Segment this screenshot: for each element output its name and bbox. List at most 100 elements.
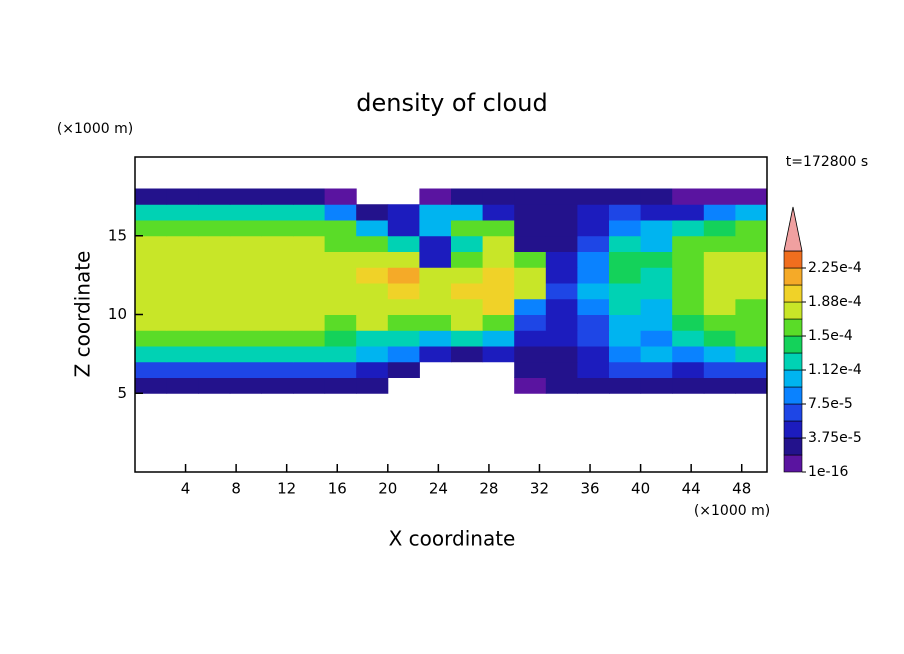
cell <box>577 204 610 221</box>
cell <box>229 235 262 252</box>
cell <box>261 346 294 363</box>
cell <box>198 314 231 331</box>
cell <box>135 188 168 205</box>
y-axis-title: Z coordinate <box>71 251 95 378</box>
cell <box>482 251 515 268</box>
cell <box>356 330 389 347</box>
cell <box>166 220 199 237</box>
colorbar-label: 1.5e-4 <box>808 328 853 344</box>
cell <box>545 220 578 237</box>
cell <box>514 283 547 300</box>
cell <box>672 361 705 378</box>
cell <box>735 220 768 237</box>
cell <box>387 204 420 221</box>
cell <box>482 346 515 363</box>
cell <box>198 361 231 378</box>
cell <box>419 251 452 268</box>
cell <box>735 361 768 378</box>
cell <box>514 188 547 205</box>
cell <box>640 220 673 237</box>
cell <box>324 298 357 315</box>
x-tick-label: 20 <box>378 480 397 498</box>
cell <box>703 330 736 347</box>
cell <box>198 188 231 205</box>
cell <box>261 314 294 331</box>
cell <box>324 204 357 221</box>
cell <box>482 204 515 221</box>
cell <box>324 220 357 237</box>
cell <box>135 204 168 221</box>
cell <box>166 188 199 205</box>
cell <box>640 235 673 252</box>
cell <box>609 267 642 284</box>
cell <box>735 298 768 315</box>
colorbar-band <box>783 369 803 388</box>
cell <box>577 188 610 205</box>
cell <box>198 330 231 347</box>
cell <box>229 361 262 378</box>
cell <box>514 314 547 331</box>
cell <box>293 314 326 331</box>
x-tick-label: 40 <box>631 480 650 498</box>
cell <box>135 377 168 394</box>
x-tick-label: 44 <box>682 480 701 498</box>
x-tick-label: 8 <box>231 480 241 498</box>
cell <box>229 346 262 363</box>
cell <box>261 204 294 221</box>
cell <box>451 346 484 363</box>
cell <box>198 346 231 363</box>
cell <box>514 204 547 221</box>
cell <box>229 220 262 237</box>
cell <box>609 377 642 394</box>
cell <box>324 267 357 284</box>
cell <box>293 346 326 363</box>
cell <box>229 330 262 347</box>
cell <box>356 361 389 378</box>
cell <box>198 377 231 394</box>
chart-title: density of cloud <box>356 89 547 117</box>
colorbar-band <box>783 403 803 422</box>
cell <box>703 346 736 363</box>
cell <box>735 314 768 331</box>
cell <box>166 361 199 378</box>
annotation: t=172800 s <box>786 154 868 170</box>
cell <box>293 377 326 394</box>
cell <box>324 188 357 205</box>
colorbar-band <box>783 437 803 456</box>
cell <box>703 314 736 331</box>
cell <box>514 298 547 315</box>
cell <box>166 377 199 394</box>
cell <box>261 220 294 237</box>
cell <box>387 235 420 252</box>
cell <box>419 235 452 252</box>
cell <box>451 267 484 284</box>
cell <box>135 330 168 347</box>
cell <box>545 235 578 252</box>
cell <box>609 314 642 331</box>
colorbar-band <box>783 420 803 439</box>
cell <box>356 298 389 315</box>
cell <box>261 361 294 378</box>
cell <box>229 188 262 205</box>
cell <box>229 314 262 331</box>
cell <box>703 283 736 300</box>
cell <box>324 251 357 268</box>
colorbar-band <box>783 454 803 473</box>
y-tick-label: 5 <box>117 384 127 402</box>
cell <box>419 188 452 205</box>
cell <box>640 204 673 221</box>
cell <box>229 298 262 315</box>
cell <box>451 283 484 300</box>
colorbar-label: 1e-16 <box>808 464 848 480</box>
cell <box>545 283 578 300</box>
cell <box>672 298 705 315</box>
cell <box>261 283 294 300</box>
cell <box>356 283 389 300</box>
cell <box>419 346 452 363</box>
cell <box>419 298 452 315</box>
colorbar-band <box>783 386 803 405</box>
cell <box>356 314 389 331</box>
cell <box>356 204 389 221</box>
cell <box>324 361 357 378</box>
cell <box>577 377 610 394</box>
